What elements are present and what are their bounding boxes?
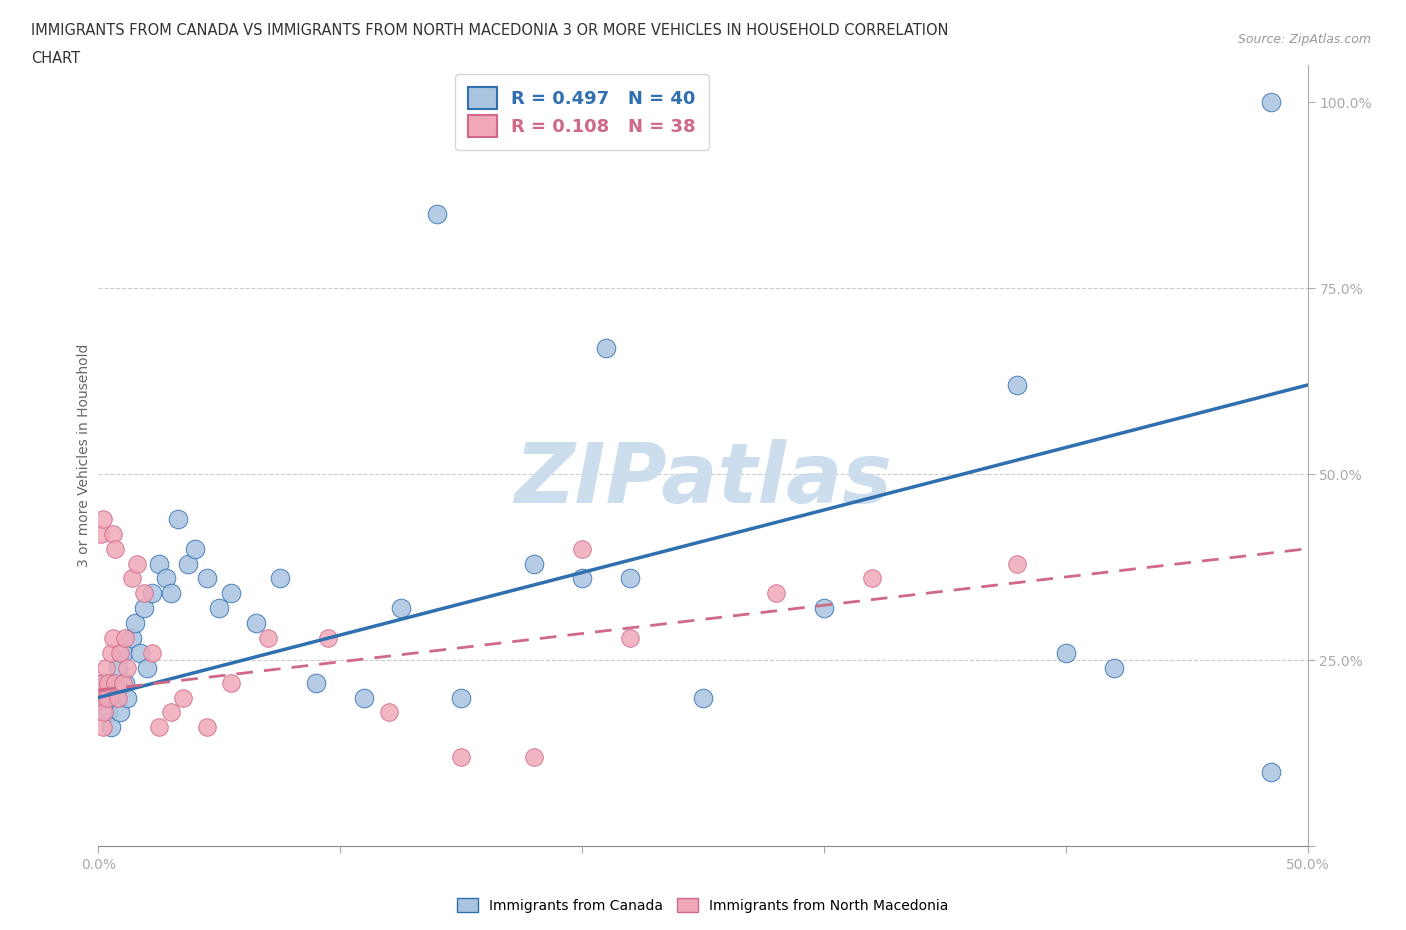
Point xyxy=(1102,660,1125,675)
Point xyxy=(141,586,163,601)
Point xyxy=(160,705,183,720)
Point xyxy=(353,690,375,705)
Point xyxy=(269,571,291,586)
Point xyxy=(97,675,120,690)
Point xyxy=(765,586,787,601)
Point xyxy=(160,586,183,601)
Point xyxy=(101,631,124,645)
Point xyxy=(692,690,714,705)
Point xyxy=(114,675,136,690)
Point xyxy=(104,690,127,705)
Point xyxy=(97,705,120,720)
Point xyxy=(108,645,131,660)
Point xyxy=(619,571,641,586)
Point xyxy=(96,690,118,705)
Point xyxy=(377,705,399,720)
Point xyxy=(114,631,136,645)
Point xyxy=(523,556,546,571)
Point xyxy=(91,675,114,690)
Point xyxy=(426,206,449,221)
Point xyxy=(1054,645,1077,660)
Point xyxy=(90,526,112,541)
Point xyxy=(155,571,177,586)
Point xyxy=(1007,378,1029,392)
Point xyxy=(1260,95,1282,110)
Point xyxy=(256,631,278,645)
Point xyxy=(141,645,163,660)
Point xyxy=(111,645,134,660)
Point xyxy=(94,690,117,705)
Point xyxy=(221,675,243,690)
Point xyxy=(177,556,200,571)
Point xyxy=(450,690,472,705)
Text: IMMIGRANTS FROM CANADA VS IMMIGRANTS FROM NORTH MACEDONIA 3 OR MORE VEHICLES IN : IMMIGRANTS FROM CANADA VS IMMIGRANTS FRO… xyxy=(31,23,949,38)
Point xyxy=(104,675,127,690)
Text: Source: ZipAtlas.com: Source: ZipAtlas.com xyxy=(1237,33,1371,46)
Point xyxy=(813,601,835,616)
Point xyxy=(90,690,112,705)
Point xyxy=(571,541,593,556)
Point xyxy=(101,675,124,690)
Point xyxy=(93,705,115,720)
Point xyxy=(100,645,122,660)
Point xyxy=(91,512,114,526)
Point xyxy=(121,631,143,645)
Point xyxy=(134,601,156,616)
Point xyxy=(245,616,267,631)
Point xyxy=(1007,556,1029,571)
Point xyxy=(101,526,124,541)
Y-axis label: 3 or more Vehicles in Household: 3 or more Vehicles in Household xyxy=(77,344,91,567)
Point xyxy=(450,750,472,764)
Text: CHART: CHART xyxy=(31,51,80,66)
Point xyxy=(184,541,207,556)
Point xyxy=(128,645,150,660)
Point xyxy=(111,675,134,690)
Point xyxy=(94,660,117,675)
Point xyxy=(117,660,139,675)
Point xyxy=(107,660,129,675)
Point xyxy=(571,571,593,586)
Point xyxy=(117,690,139,705)
Point xyxy=(523,750,546,764)
Point xyxy=(91,720,114,735)
Point xyxy=(100,720,122,735)
Point xyxy=(91,675,114,690)
Point xyxy=(316,631,339,645)
Point xyxy=(221,586,243,601)
Point xyxy=(195,720,218,735)
Point xyxy=(135,660,157,675)
Point xyxy=(148,720,170,735)
Point xyxy=(1260,764,1282,779)
Point xyxy=(124,616,146,631)
Point xyxy=(619,631,641,645)
Point xyxy=(134,586,156,601)
Point xyxy=(127,556,149,571)
Point xyxy=(389,601,412,616)
Legend: Immigrants from Canada, Immigrants from North Macedonia: Immigrants from Canada, Immigrants from … xyxy=(451,893,955,919)
Point xyxy=(121,571,143,586)
Point xyxy=(172,690,194,705)
Point xyxy=(595,340,617,355)
Point xyxy=(860,571,883,586)
Text: ZIPatlas: ZIPatlas xyxy=(515,439,891,520)
Point xyxy=(208,601,231,616)
Point xyxy=(108,705,131,720)
Point xyxy=(195,571,218,586)
Point xyxy=(167,512,190,526)
Point xyxy=(148,556,170,571)
Point xyxy=(104,541,127,556)
Legend: R = 0.497   N = 40, R = 0.108   N = 38: R = 0.497 N = 40, R = 0.108 N = 38 xyxy=(456,74,709,150)
Point xyxy=(107,690,129,705)
Point xyxy=(305,675,328,690)
